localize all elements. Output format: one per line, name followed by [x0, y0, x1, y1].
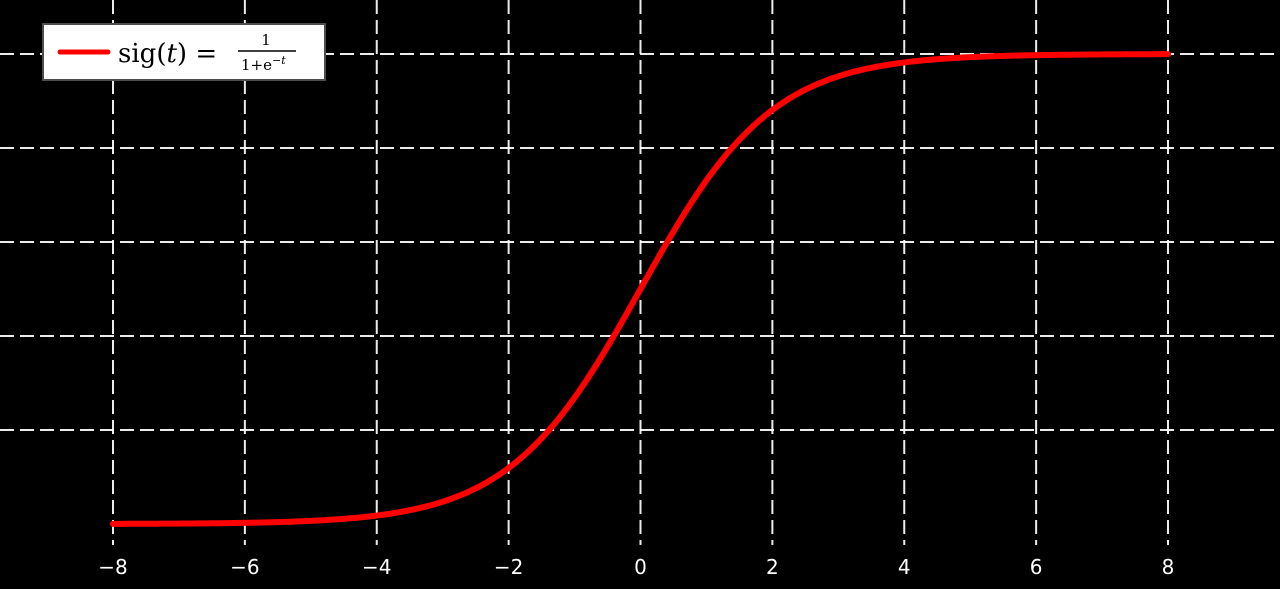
x-tick-label: −2	[494, 555, 523, 579]
x-tick-label: −8	[98, 555, 127, 579]
x-tick-label: 2	[766, 555, 779, 579]
series-line-sigmoid	[110, 51, 1171, 527]
legend-denominator: 1+e−t	[241, 54, 286, 74]
x-tick-label: 8	[1162, 555, 1175, 579]
legend-var: t	[166, 39, 177, 69]
x-tick-label: −6	[230, 555, 259, 579]
legend-fn-name: sig	[118, 39, 156, 69]
x-tick-label: 0	[634, 555, 647, 579]
legend-label: sig(t) =	[118, 39, 217, 69]
legend-denominator-exp: −t	[272, 54, 286, 67]
x-tick-labels: −8 −6 −4 −2 0 2 4 6 8	[98, 555, 1174, 579]
grid	[0, 0, 1280, 545]
legend: sig(t) = 1 1+e−t	[42, 23, 326, 81]
legend-denominator-base: 1+e	[241, 56, 272, 74]
x-tick-label: −4	[362, 555, 391, 579]
legend-numerator: 1	[261, 31, 271, 49]
x-tick-label: 4	[898, 555, 911, 579]
x-tick-label: 6	[1030, 555, 1043, 579]
